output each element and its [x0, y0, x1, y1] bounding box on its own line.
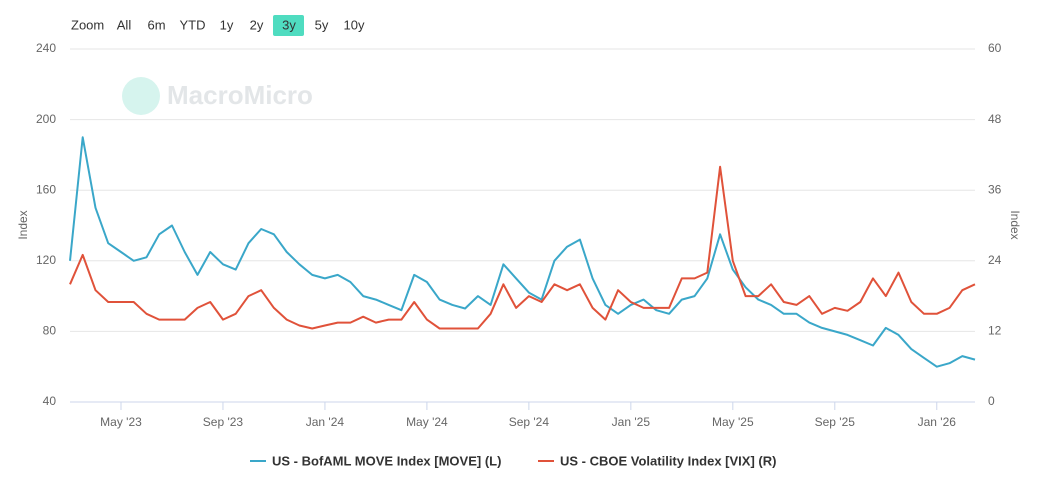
range-button-label[interactable]: YTD [180, 17, 206, 32]
x-tick-label: Jan '25 [612, 415, 651, 429]
range-button[interactable]: 6m [147, 17, 165, 32]
range-button-selected[interactable] [273, 15, 304, 36]
x-tick-label: Sep '25 [815, 415, 856, 429]
y2-tick-label: 60 [988, 41, 1002, 55]
range-button[interactable]: YTD [180, 17, 206, 32]
x-tick-label: Jan '26 [918, 415, 957, 429]
range-button[interactable]: 5y [315, 17, 329, 32]
range-button-label[interactable]: 2y [250, 17, 264, 32]
x-tick-label: May '25 [712, 415, 754, 429]
y2-tick-label: 36 [988, 182, 1002, 196]
range-button-label[interactable]: 10y [344, 17, 365, 32]
x-tick-label: Sep '23 [203, 415, 244, 429]
range-button[interactable]: 3y [273, 15, 304, 36]
range-button-label[interactable]: 5y [315, 17, 329, 32]
y-tick-label: 240 [36, 41, 56, 55]
range-button[interactable]: All [117, 17, 132, 32]
range-button[interactable]: 2y [250, 17, 264, 32]
series-line [69, 165, 976, 330]
y-tick-label: 40 [43, 394, 57, 408]
range-button-label[interactable]: All [117, 17, 132, 32]
y2-tick-label: 24 [988, 253, 1002, 267]
zoom-label: Zoom [71, 17, 104, 32]
y-tick-label: 80 [43, 324, 57, 338]
watermark: MacroMicro [167, 80, 313, 110]
y2-tick-label: 48 [988, 112, 1002, 126]
x-tick-label: Jan '24 [306, 415, 345, 429]
range-button-label[interactable]: 3y [282, 17, 296, 32]
y2-tick-label: 12 [988, 324, 1002, 338]
range-button[interactable]: 1y [220, 17, 234, 32]
y2-axis-label: Index [1008, 210, 1022, 239]
y-tick-label: 200 [36, 112, 56, 126]
legend-item[interactable]: US - CBOE Volatility Index [VIX] (R) [538, 453, 776, 468]
x-tick-label: May '24 [406, 415, 448, 429]
x-tick-label: May '23 [100, 415, 142, 429]
range-button[interactable]: 10y [344, 17, 365, 32]
range-button-label[interactable]: 1y [220, 17, 234, 32]
y-axis-label: Index [16, 210, 30, 239]
series-line [69, 136, 976, 368]
range-button-label[interactable]: 6m [147, 17, 165, 32]
legend-label[interactable]: US - CBOE Volatility Index [VIX] (R) [560, 453, 776, 468]
y2-tick-label: 0 [988, 394, 995, 408]
y-tick-label: 160 [36, 182, 56, 196]
watermark-logo [122, 77, 160, 115]
legend-label[interactable]: US - BofAML MOVE Index [MOVE] (L) [272, 453, 501, 468]
x-tick-label: Sep '24 [509, 415, 550, 429]
y-tick-label: 120 [36, 253, 56, 267]
legend-item[interactable]: US - BofAML MOVE Index [MOVE] (L) [250, 453, 501, 468]
